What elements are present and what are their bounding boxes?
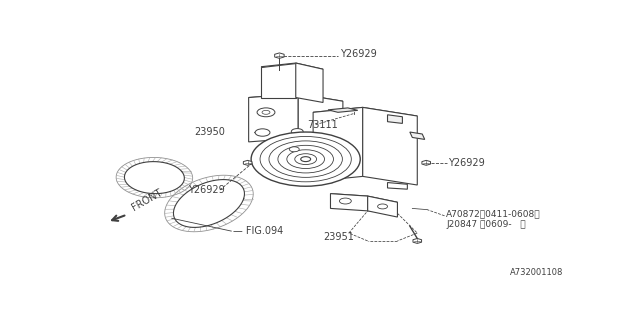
Polygon shape — [388, 115, 403, 124]
Circle shape — [255, 129, 270, 136]
Circle shape — [269, 141, 342, 177]
Text: 73111: 73111 — [307, 120, 338, 130]
Text: Y26929: Y26929 — [448, 157, 484, 168]
Text: A732001108: A732001108 — [510, 268, 564, 277]
Text: Y26929: Y26929 — [340, 49, 377, 60]
Text: Y26929: Y26929 — [188, 185, 225, 195]
Circle shape — [378, 204, 388, 209]
Polygon shape — [261, 63, 323, 73]
Circle shape — [260, 136, 351, 182]
Text: FRONT: FRONT — [129, 188, 163, 213]
Text: 23950: 23950 — [194, 126, 225, 137]
Circle shape — [257, 108, 275, 117]
Polygon shape — [243, 160, 252, 165]
Polygon shape — [367, 196, 397, 217]
Text: J20847 〈0609-   〉: J20847 〈0609- 〉 — [446, 220, 525, 229]
Polygon shape — [275, 53, 284, 58]
Polygon shape — [273, 142, 316, 157]
Circle shape — [291, 129, 303, 134]
Polygon shape — [261, 63, 296, 98]
Polygon shape — [249, 94, 343, 105]
Polygon shape — [363, 108, 417, 185]
Circle shape — [278, 145, 333, 173]
Circle shape — [301, 157, 310, 162]
Text: A70872〈0411-0608〉: A70872〈0411-0608〉 — [446, 209, 541, 218]
Polygon shape — [296, 63, 323, 102]
Polygon shape — [422, 160, 431, 165]
Polygon shape — [413, 238, 422, 244]
Circle shape — [289, 147, 300, 152]
Circle shape — [251, 132, 360, 186]
Polygon shape — [316, 178, 333, 183]
Polygon shape — [388, 182, 408, 189]
Circle shape — [295, 154, 317, 164]
Polygon shape — [313, 108, 363, 181]
Polygon shape — [410, 132, 425, 140]
Polygon shape — [328, 108, 358, 112]
Text: 23951: 23951 — [323, 232, 354, 242]
Polygon shape — [330, 194, 367, 211]
Polygon shape — [330, 194, 397, 202]
Circle shape — [287, 150, 324, 169]
Polygon shape — [313, 108, 417, 122]
Polygon shape — [298, 94, 343, 146]
Polygon shape — [249, 94, 298, 142]
Circle shape — [339, 198, 351, 204]
Text: — FIG.094: — FIG.094 — [233, 226, 283, 236]
Circle shape — [262, 110, 270, 114]
